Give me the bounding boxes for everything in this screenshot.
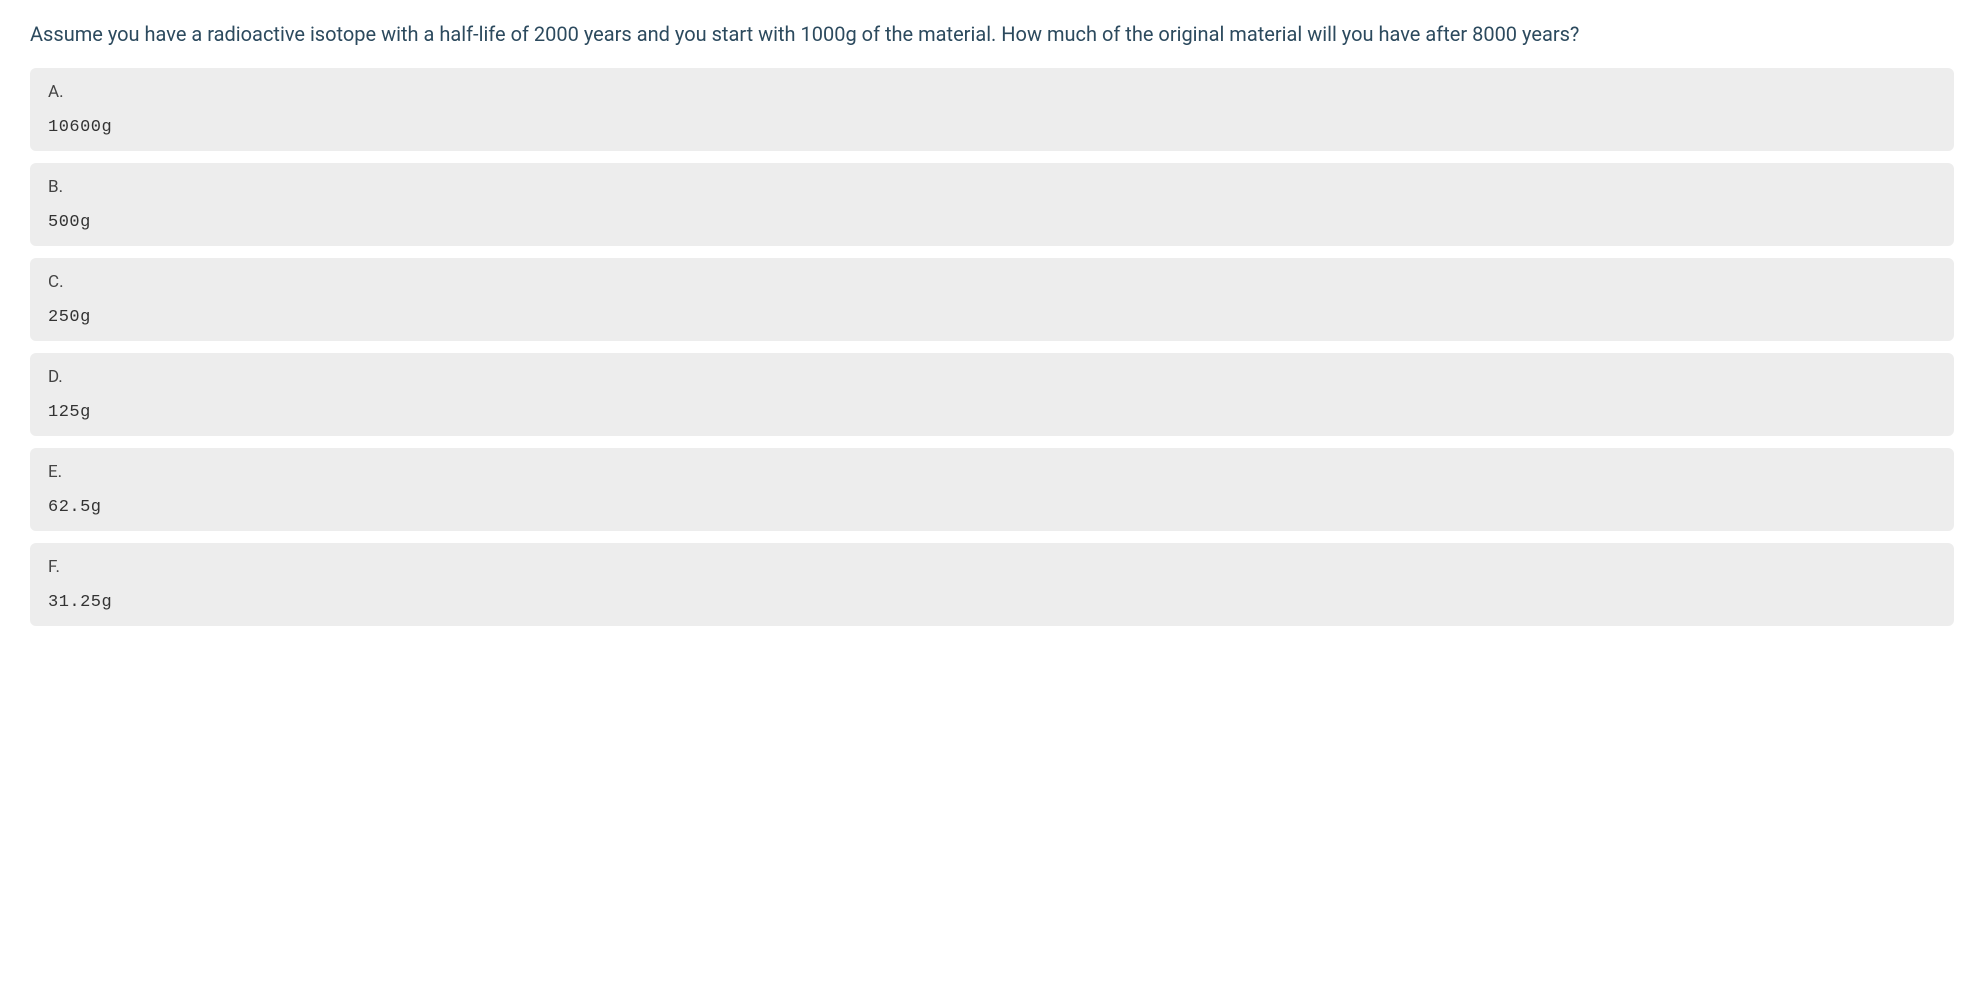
option-letter: F.: [48, 557, 1936, 577]
question-text: Assume you have a radioactive isotope wi…: [30, 20, 1954, 48]
option-letter: C.: [48, 272, 1936, 292]
option-letter: E.: [48, 462, 1936, 482]
answer-option-f[interactable]: F. 31.25g: [30, 543, 1954, 626]
option-value: 62.5g: [48, 498, 102, 517]
option-letter: B.: [48, 177, 1936, 197]
option-letter: A.: [48, 82, 1936, 102]
option-letter: D.: [48, 367, 1936, 387]
option-value: 250g: [48, 308, 91, 327]
option-value: 125g: [48, 403, 91, 422]
answer-option-b[interactable]: B. 500g: [30, 163, 1954, 246]
answer-option-d[interactable]: D. 125g: [30, 353, 1954, 436]
option-value: 31.25g: [48, 593, 112, 612]
option-value: 500g: [48, 213, 91, 232]
answer-option-a[interactable]: A. 10600g: [30, 68, 1954, 151]
option-value: 10600g: [48, 118, 112, 137]
answer-option-c[interactable]: C. 250g: [30, 258, 1954, 341]
answer-option-e[interactable]: E. 62.5g: [30, 448, 1954, 531]
